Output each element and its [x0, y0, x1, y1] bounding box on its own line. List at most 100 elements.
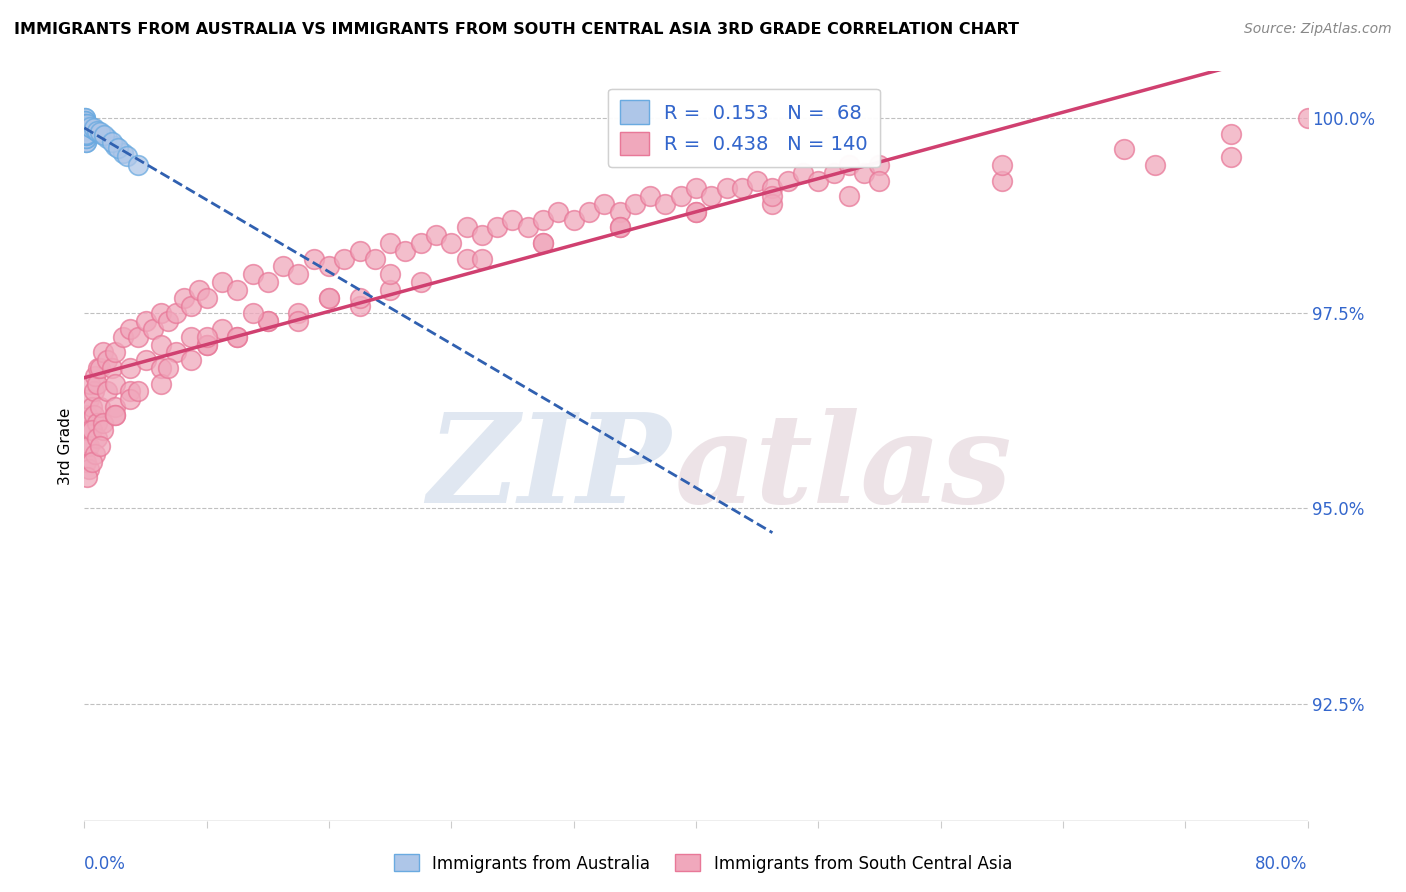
Point: [75, 128, 97, 143]
Point: [73, 118, 96, 132]
Point: [75, 135, 97, 149]
Point: [87, 125, 110, 139]
Point: [83, 121, 105, 136]
Point: [157, 314, 180, 328]
Point: [349, 244, 371, 258]
Point: [75, 123, 97, 137]
Y-axis label: 3rd Grade: 3rd Grade: [58, 408, 73, 484]
Point: [471, 252, 494, 266]
Point: [669, 189, 692, 203]
Text: ZIP: ZIP: [427, 408, 671, 529]
Point: [271, 260, 294, 274]
Point: [84, 123, 107, 137]
Point: [173, 291, 195, 305]
Point: [211, 275, 233, 289]
Point: [120, 384, 142, 399]
Point: [776, 174, 799, 188]
Point: [84, 368, 107, 383]
Point: [73, 119, 96, 133]
Point: [349, 299, 371, 313]
Point: [188, 283, 211, 297]
Point: [75, 120, 97, 135]
Point: [624, 197, 647, 211]
Point: [226, 330, 249, 344]
Point: [195, 337, 218, 351]
Point: [75, 130, 97, 145]
Point: [77, 392, 100, 407]
Point: [609, 220, 631, 235]
Point: [761, 189, 783, 203]
Point: [104, 400, 127, 414]
Point: [104, 408, 127, 422]
Point: [79, 424, 101, 438]
Point: [409, 275, 432, 289]
Point: [425, 228, 447, 243]
Point: [75, 135, 97, 149]
Point: [79, 120, 101, 134]
Point: [127, 384, 149, 399]
Point: [77, 462, 100, 476]
Point: [111, 146, 134, 161]
Text: atlas: atlas: [673, 408, 1011, 529]
Point: [165, 306, 187, 320]
Point: [73, 115, 96, 129]
Point: [180, 299, 202, 313]
Point: [853, 166, 876, 180]
Point: [364, 252, 387, 266]
Point: [80, 424, 103, 438]
Point: [93, 128, 115, 143]
Point: [380, 236, 402, 251]
Point: [75, 128, 97, 143]
Point: [73, 114, 96, 128]
Point: [838, 189, 860, 203]
Point: [73, 112, 96, 126]
Point: [716, 181, 738, 195]
Point: [75, 123, 97, 137]
Point: [91, 424, 114, 438]
Point: [75, 127, 97, 141]
Point: [149, 361, 172, 376]
Point: [593, 197, 616, 211]
Point: [75, 127, 97, 141]
Point: [86, 124, 108, 138]
Point: [180, 353, 202, 368]
Point: [761, 197, 783, 211]
Point: [302, 252, 325, 266]
Point: [731, 181, 754, 195]
Point: [318, 260, 340, 274]
Point: [226, 330, 249, 344]
Point: [991, 174, 1014, 188]
Point: [287, 306, 309, 320]
Point: [80, 455, 103, 469]
Point: [502, 212, 524, 227]
Point: [75, 115, 97, 129]
Point: [73, 115, 96, 129]
Point: [86, 416, 108, 430]
Point: [1220, 127, 1243, 141]
Point: [96, 130, 118, 145]
Point: [578, 205, 600, 219]
Point: [75, 123, 97, 137]
Point: [80, 120, 103, 135]
Point: [380, 283, 402, 297]
Point: [73, 119, 96, 133]
Point: [75, 119, 97, 133]
Point: [823, 166, 845, 180]
Point: [115, 149, 138, 163]
Point: [89, 125, 111, 139]
Point: [87, 361, 110, 376]
Point: [135, 314, 157, 328]
Point: [73, 118, 96, 132]
Point: [226, 283, 249, 297]
Point: [73, 115, 96, 129]
Point: [73, 120, 96, 135]
Point: [333, 252, 356, 266]
Point: [120, 392, 142, 407]
Point: [127, 330, 149, 344]
Point: [761, 181, 783, 195]
Point: [869, 158, 891, 172]
Point: [86, 376, 108, 391]
Point: [211, 322, 233, 336]
Legend: Immigrants from Australia, Immigrants from South Central Asia: Immigrants from Australia, Immigrants fr…: [387, 847, 1019, 880]
Point: [471, 228, 494, 243]
